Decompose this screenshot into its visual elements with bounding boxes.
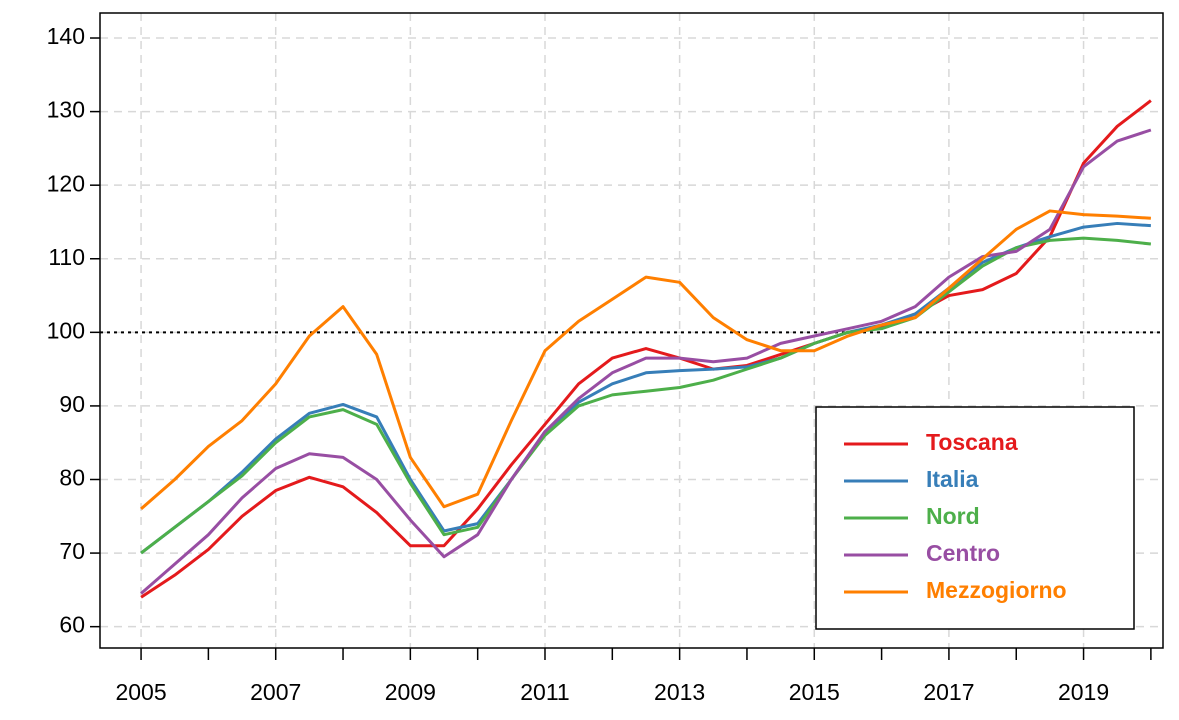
x-tick-label: 2007 — [250, 679, 301, 705]
legend-label: Italia — [926, 466, 979, 492]
x-tick-label: 2011 — [520, 679, 569, 705]
y-tick-label: 90 — [59, 391, 85, 417]
y-tick-label: 140 — [47, 23, 85, 49]
x-tick-label: 2017 — [923, 679, 974, 705]
y-tick-label: 120 — [47, 170, 85, 196]
series-line — [140, 99, 1152, 599]
series-line — [140, 209, 1151, 511]
x-tick-label: 2005 — [115, 679, 166, 705]
series-line — [140, 128, 1152, 595]
x-tick-label: 2009 — [385, 679, 436, 705]
y-tick-label: 60 — [59, 612, 85, 638]
y-tick-label: 110 — [48, 244, 85, 270]
y-tick-label: 130 — [47, 97, 85, 123]
legend-label: Nord — [926, 503, 980, 529]
series-line — [140, 221, 1151, 555]
y-tick-label: 70 — [59, 538, 85, 564]
plot-frame — [99, 12, 1164, 649]
y-tick-label: 80 — [59, 465, 85, 491]
legend-label: Centro — [926, 540, 1000, 566]
legend-label: Toscana — [926, 429, 1018, 455]
series-line — [140, 236, 1152, 555]
y-tick-label: 100 — [47, 317, 85, 343]
legend-label: Mezzogiorno — [926, 577, 1067, 603]
x-tick-label: 2013 — [654, 679, 705, 705]
x-tick-label: 2019 — [1058, 679, 1109, 705]
x-tick-label: 2015 — [789, 679, 840, 705]
